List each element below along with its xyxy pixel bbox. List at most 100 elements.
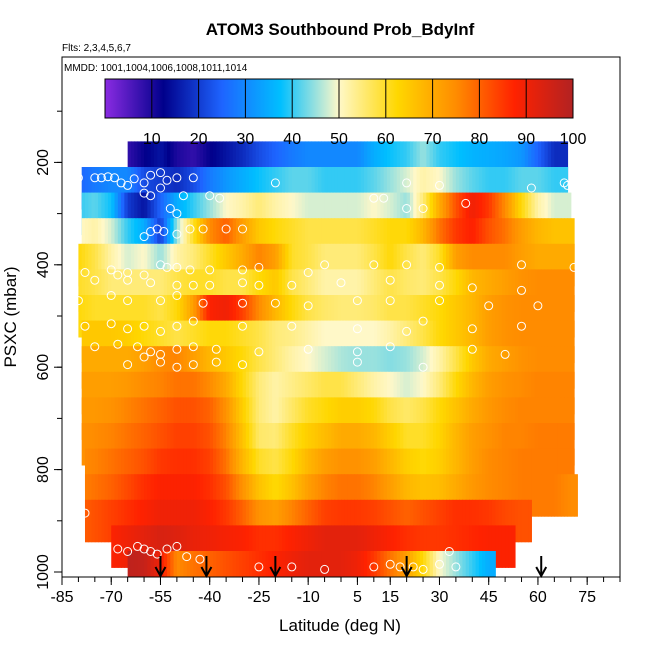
heatmap-cell bbox=[455, 269, 460, 312]
heatmap-cell bbox=[347, 192, 352, 236]
heatmap-cell bbox=[314, 141, 319, 184]
heatmap-cell bbox=[114, 167, 119, 210]
heatmap-cell bbox=[478, 346, 483, 389]
heatmap-cell bbox=[301, 269, 306, 312]
heatmap-cell bbox=[94, 243, 99, 287]
heatmap-cell bbox=[423, 346, 427, 389]
colorbar-tick-label: 100 bbox=[560, 131, 587, 148]
heatmap-cell bbox=[176, 499, 181, 543]
heatmap-cell bbox=[311, 448, 316, 492]
heatmap-cell bbox=[281, 218, 286, 261]
heatmap-cell bbox=[183, 269, 188, 312]
heatmap-cell bbox=[367, 423, 372, 466]
heatmap-cell bbox=[140, 192, 145, 236]
heatmap-cell bbox=[432, 448, 437, 492]
heatmap-cell bbox=[373, 346, 378, 389]
heatmap-cell bbox=[124, 295, 129, 338]
heatmap-cell bbox=[229, 243, 234, 287]
heatmap-cell bbox=[334, 371, 339, 415]
heatmap-cell bbox=[373, 525, 378, 568]
heatmap-cell bbox=[173, 397, 178, 440]
heatmap-cell bbox=[321, 474, 326, 517]
heatmap-cell bbox=[239, 423, 244, 466]
heatmap-cell bbox=[321, 320, 326, 364]
heatmap-cell bbox=[354, 192, 359, 236]
heatmap-cell bbox=[252, 525, 257, 568]
flight-arrows bbox=[154, 556, 548, 579]
heatmap-cell bbox=[196, 551, 201, 577]
heatmap-cell bbox=[235, 551, 240, 577]
heatmap-cell bbox=[304, 167, 309, 210]
heatmap-cell bbox=[436, 551, 441, 577]
heatmap-cell bbox=[291, 167, 296, 210]
heatmap-cell bbox=[308, 269, 313, 312]
heatmap-cell bbox=[163, 269, 168, 312]
y-tick-label: 1000 bbox=[35, 554, 52, 590]
heatmap-cell bbox=[298, 474, 303, 517]
heatmap-cell bbox=[157, 141, 162, 184]
heatmap-cell bbox=[564, 269, 569, 312]
heatmap-cell bbox=[541, 320, 546, 364]
heatmap-cell bbox=[386, 320, 391, 364]
heatmap-cell bbox=[541, 423, 546, 466]
heatmap-cell bbox=[147, 218, 152, 261]
heatmap-cell bbox=[222, 423, 227, 466]
heatmap-cell bbox=[505, 423, 509, 466]
heatmap-cell bbox=[432, 167, 437, 210]
heatmap-cell bbox=[203, 397, 208, 440]
heatmap-cell bbox=[485, 397, 490, 440]
heatmap-cell bbox=[383, 474, 388, 517]
observation-point bbox=[73, 296, 83, 306]
observation-point bbox=[461, 198, 471, 208]
heatmap-cell bbox=[127, 141, 132, 184]
heatmap-cell bbox=[206, 192, 211, 236]
heatmap-cell bbox=[212, 525, 217, 568]
heatmap-cell bbox=[396, 218, 401, 261]
heatmap-cell bbox=[452, 525, 457, 568]
heatmap-cell bbox=[459, 371, 464, 415]
heatmap-cell bbox=[295, 269, 299, 312]
heatmap-cell bbox=[137, 295, 142, 338]
heatmap-cell bbox=[406, 167, 411, 210]
heatmap-cell bbox=[255, 448, 260, 492]
heatmap-cell bbox=[258, 218, 263, 261]
heatmap-cell bbox=[94, 499, 99, 543]
heatmap-cell bbox=[439, 167, 444, 210]
heatmap-cell bbox=[521, 371, 526, 415]
heatmap-cell bbox=[170, 218, 175, 261]
heatmap-cell bbox=[508, 167, 513, 210]
heatmap-cell bbox=[357, 423, 362, 466]
observation-point bbox=[113, 544, 123, 554]
heatmap-cell bbox=[334, 141, 339, 184]
heatmap-cell bbox=[268, 525, 273, 568]
heatmap-cell bbox=[272, 423, 276, 466]
heatmap-cell bbox=[98, 269, 102, 312]
observation-point bbox=[139, 232, 149, 242]
heatmap-cell bbox=[390, 141, 395, 184]
heatmap-cell bbox=[183, 474, 188, 517]
heatmap-cell bbox=[114, 269, 119, 312]
heatmap-cell bbox=[429, 499, 434, 543]
heatmap-cell bbox=[495, 192, 500, 236]
heatmap-cell bbox=[488, 371, 493, 415]
heatmap-cell bbox=[449, 474, 454, 517]
heatmap-cell bbox=[239, 243, 244, 287]
heatmap-cell bbox=[531, 269, 536, 312]
heatmap-cell bbox=[416, 397, 421, 440]
heatmap-cell bbox=[308, 525, 313, 568]
heatmap-cell bbox=[383, 346, 388, 389]
heatmap-cell bbox=[311, 167, 316, 210]
heatmap-cell bbox=[127, 346, 132, 389]
heatmap-cell bbox=[413, 269, 418, 312]
heatmap-cell bbox=[258, 243, 263, 287]
x-axis: -85 -70 -55 -40 -25 -10 5 15 30 45 60 75 bbox=[50, 577, 621, 606]
heatmap-cell bbox=[222, 243, 227, 287]
heatmap-cell bbox=[475, 371, 480, 415]
heatmap-cell bbox=[537, 192, 542, 236]
heatmap-cell bbox=[216, 423, 221, 466]
heatmap-cell bbox=[350, 346, 355, 389]
heatmap-cell bbox=[295, 525, 299, 568]
heatmap-cell bbox=[203, 141, 208, 184]
heatmap-cell bbox=[465, 269, 470, 312]
observation-point bbox=[254, 262, 264, 272]
